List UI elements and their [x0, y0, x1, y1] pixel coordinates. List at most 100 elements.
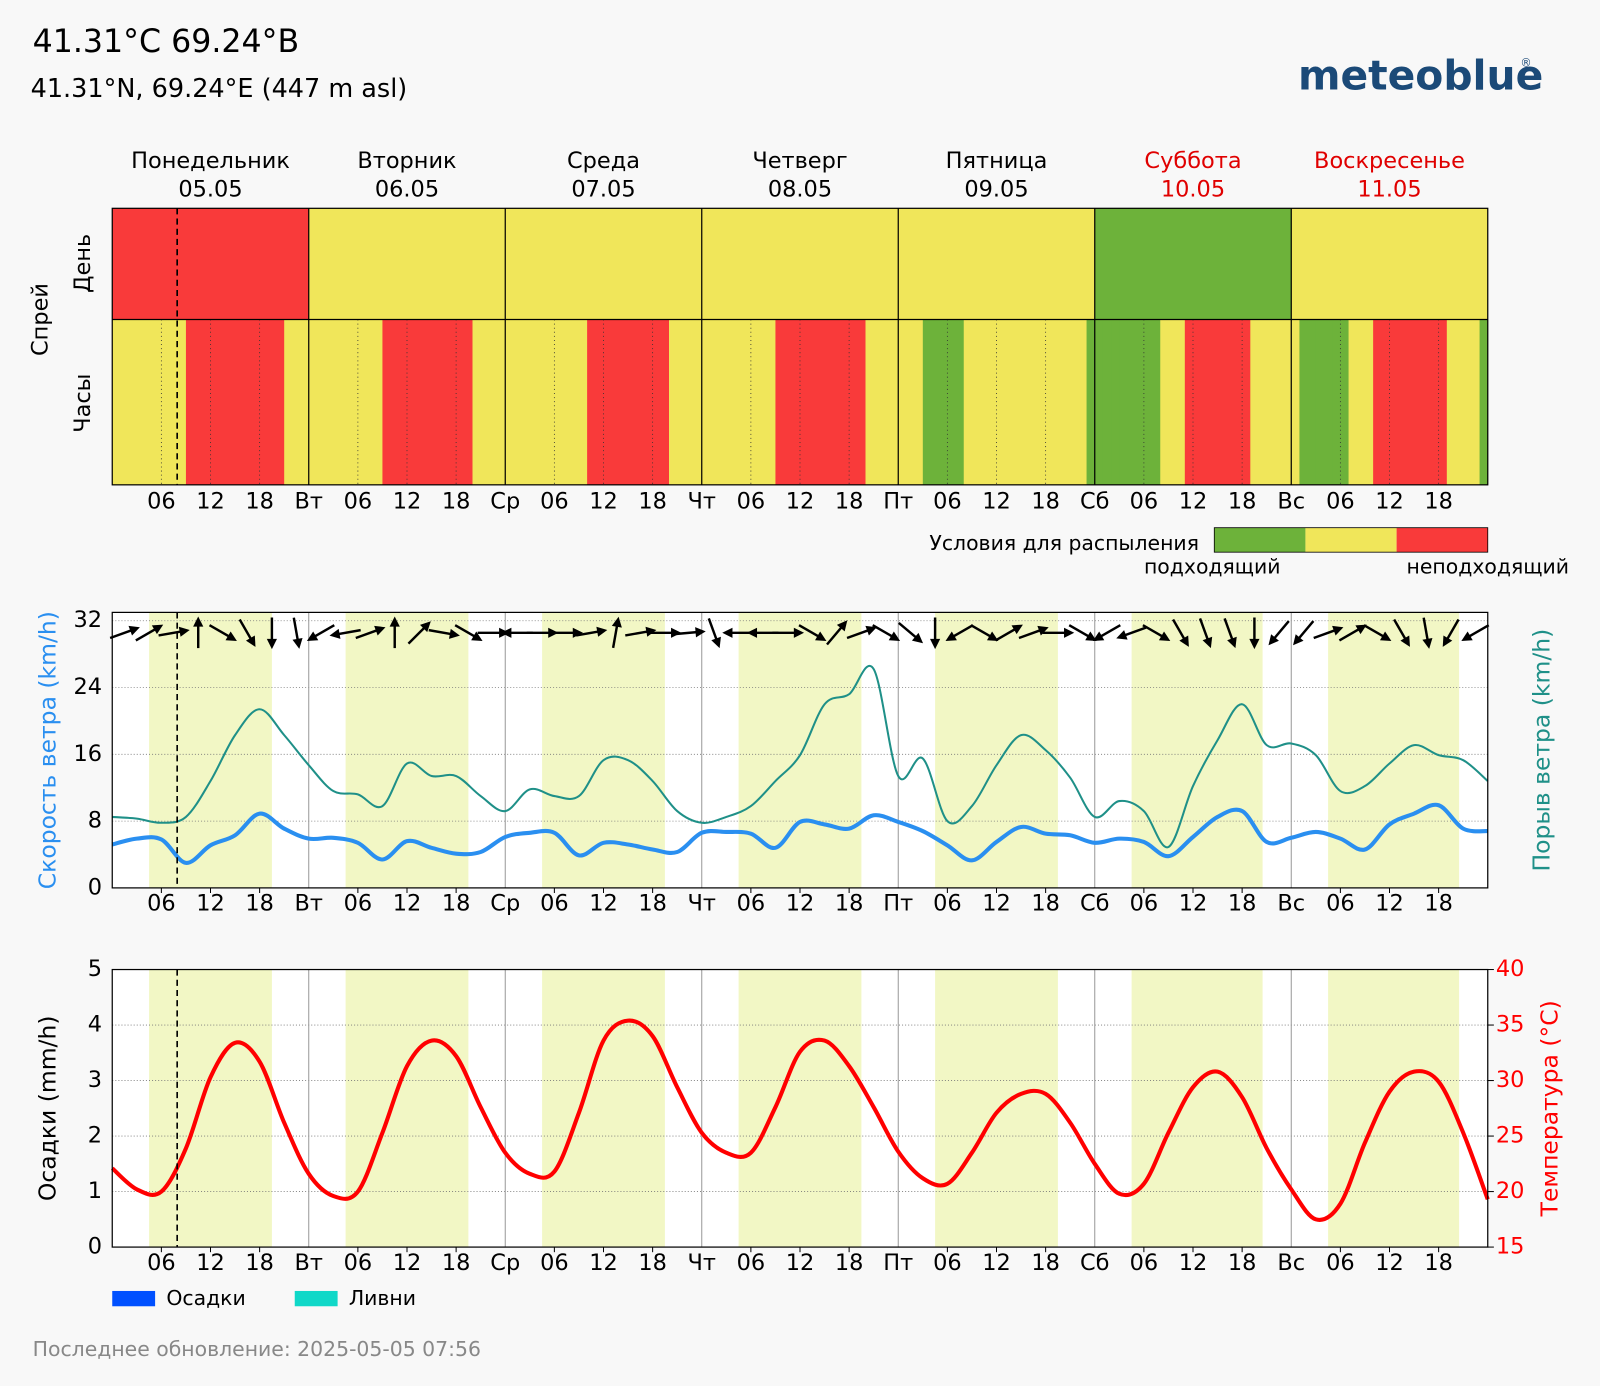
arrow-head — [419, 621, 431, 633]
x-tick-label: 06 — [147, 891, 176, 917]
wind-arrow — [929, 617, 941, 650]
hour-cell — [546, 319, 555, 485]
hour-cell — [251, 319, 261, 485]
hour-cell — [292, 319, 301, 485]
x-tick-label: 06 — [1326, 489, 1355, 515]
y2-axis-label: Порыв ветра (km/h) — [1527, 629, 1555, 872]
hour-cell — [267, 319, 277, 485]
hour-cell — [677, 319, 686, 485]
hour-cell — [734, 319, 744, 485]
arrow-shaft — [208, 624, 233, 639]
hour-cell — [210, 319, 220, 485]
hour-cell — [300, 319, 310, 485]
hour-cell — [1414, 319, 1423, 485]
day-cell — [898, 208, 1095, 320]
hour-cell — [1463, 319, 1472, 485]
hour-cell — [1209, 319, 1218, 485]
wind-arrow — [826, 620, 848, 646]
hour-cell — [922, 319, 932, 485]
arrow-head — [193, 616, 204, 627]
hour-cell — [513, 319, 523, 485]
wind-arrow — [389, 616, 400, 649]
title: 41.31°C 69.24°B — [33, 24, 300, 60]
arrow-shaft — [1142, 624, 1166, 639]
series-line — [112, 665, 1489, 849]
day-name: Пятница — [946, 148, 1048, 174]
daylight-band — [542, 969, 665, 1248]
hour-cell — [169, 319, 179, 485]
arrow-shaft — [846, 628, 872, 640]
x-tick-label: 18 — [442, 891, 471, 917]
wind-arrow — [355, 625, 386, 640]
hour-cell — [619, 319, 629, 485]
y-tick-label: 0 — [88, 1234, 102, 1260]
x-tick-label: 06 — [344, 489, 373, 515]
wind-arrow — [945, 624, 974, 641]
x-tick-label: 18 — [1228, 489, 1257, 515]
hour-cell — [808, 319, 817, 485]
hour-cell — [1193, 319, 1202, 485]
hour-cell — [431, 319, 441, 485]
day-date: 11.05 — [1357, 176, 1421, 202]
legend-swatch — [1396, 527, 1488, 553]
hour-cell — [357, 319, 367, 485]
arrow-head — [225, 631, 237, 641]
hour-cell — [783, 319, 793, 485]
arrow-head — [865, 625, 877, 636]
day-name: Воскресенье — [1314, 148, 1465, 174]
y-tick-label: 1 — [88, 1178, 102, 1204]
hour-cell — [693, 319, 703, 485]
daylight-band — [935, 612, 1058, 888]
hour-cell — [1266, 319, 1276, 485]
x-tick-label: 06 — [933, 489, 962, 515]
wind-arrow — [306, 624, 335, 641]
legend-label: Осадки — [166, 1286, 245, 1310]
arrow-shaft — [311, 624, 335, 639]
x-tick-label: Чт — [688, 1250, 716, 1276]
x-tick-label: 12 — [196, 891, 225, 917]
hour-cell — [1438, 319, 1448, 485]
daylight-band — [149, 612, 272, 888]
day-date: 06.05 — [375, 176, 439, 202]
legend-swatch — [1214, 527, 1306, 553]
x-tick-label: 18 — [1424, 1250, 1453, 1276]
hour-cell — [603, 319, 613, 485]
arrow-head — [1293, 634, 1304, 646]
legend-label: Ливни — [349, 1286, 416, 1310]
hour-cell — [816, 319, 825, 485]
arrow-head — [306, 631, 319, 641]
wind-arrow — [1442, 618, 1460, 647]
hour-cell — [996, 319, 1006, 485]
hour-cell — [1274, 319, 1284, 485]
wind-arrow — [1249, 617, 1260, 650]
hour-cell — [1053, 319, 1063, 485]
hour-cell — [791, 319, 801, 485]
hour-cell — [529, 319, 539, 485]
arrow-shaft — [1422, 617, 1430, 644]
logo-mark: ® — [1520, 56, 1531, 69]
hour-cell — [112, 319, 121, 485]
x-tick-label: 18 — [638, 1250, 667, 1276]
wind-arrow — [551, 627, 583, 638]
wind-arrow — [1268, 620, 1290, 646]
hour-cell — [1471, 319, 1480, 485]
hour-cell — [1094, 319, 1104, 485]
day-name: Четверг — [752, 148, 847, 174]
arrow-shaft — [109, 628, 135, 640]
footer: Последнее обновление: 2025-05-05 07:56 — [33, 1337, 481, 1361]
day-cell — [1291, 208, 1488, 320]
arrow-head — [1379, 631, 1392, 641]
daylight-band — [935, 969, 1058, 1248]
hour-cell — [480, 319, 490, 485]
hour-cell — [898, 319, 907, 485]
arrow-head — [815, 631, 827, 641]
hour-cell — [980, 319, 989, 485]
hour-cell — [701, 319, 711, 485]
hour-cell — [652, 319, 662, 485]
x-tick-label: 18 — [1424, 489, 1453, 515]
hour-cell — [1086, 319, 1096, 485]
arrow-head — [695, 627, 706, 638]
arrow-shaft — [994, 626, 1019, 642]
x-tick-label: 06 — [1326, 891, 1355, 917]
wind-arrow — [798, 624, 827, 641]
